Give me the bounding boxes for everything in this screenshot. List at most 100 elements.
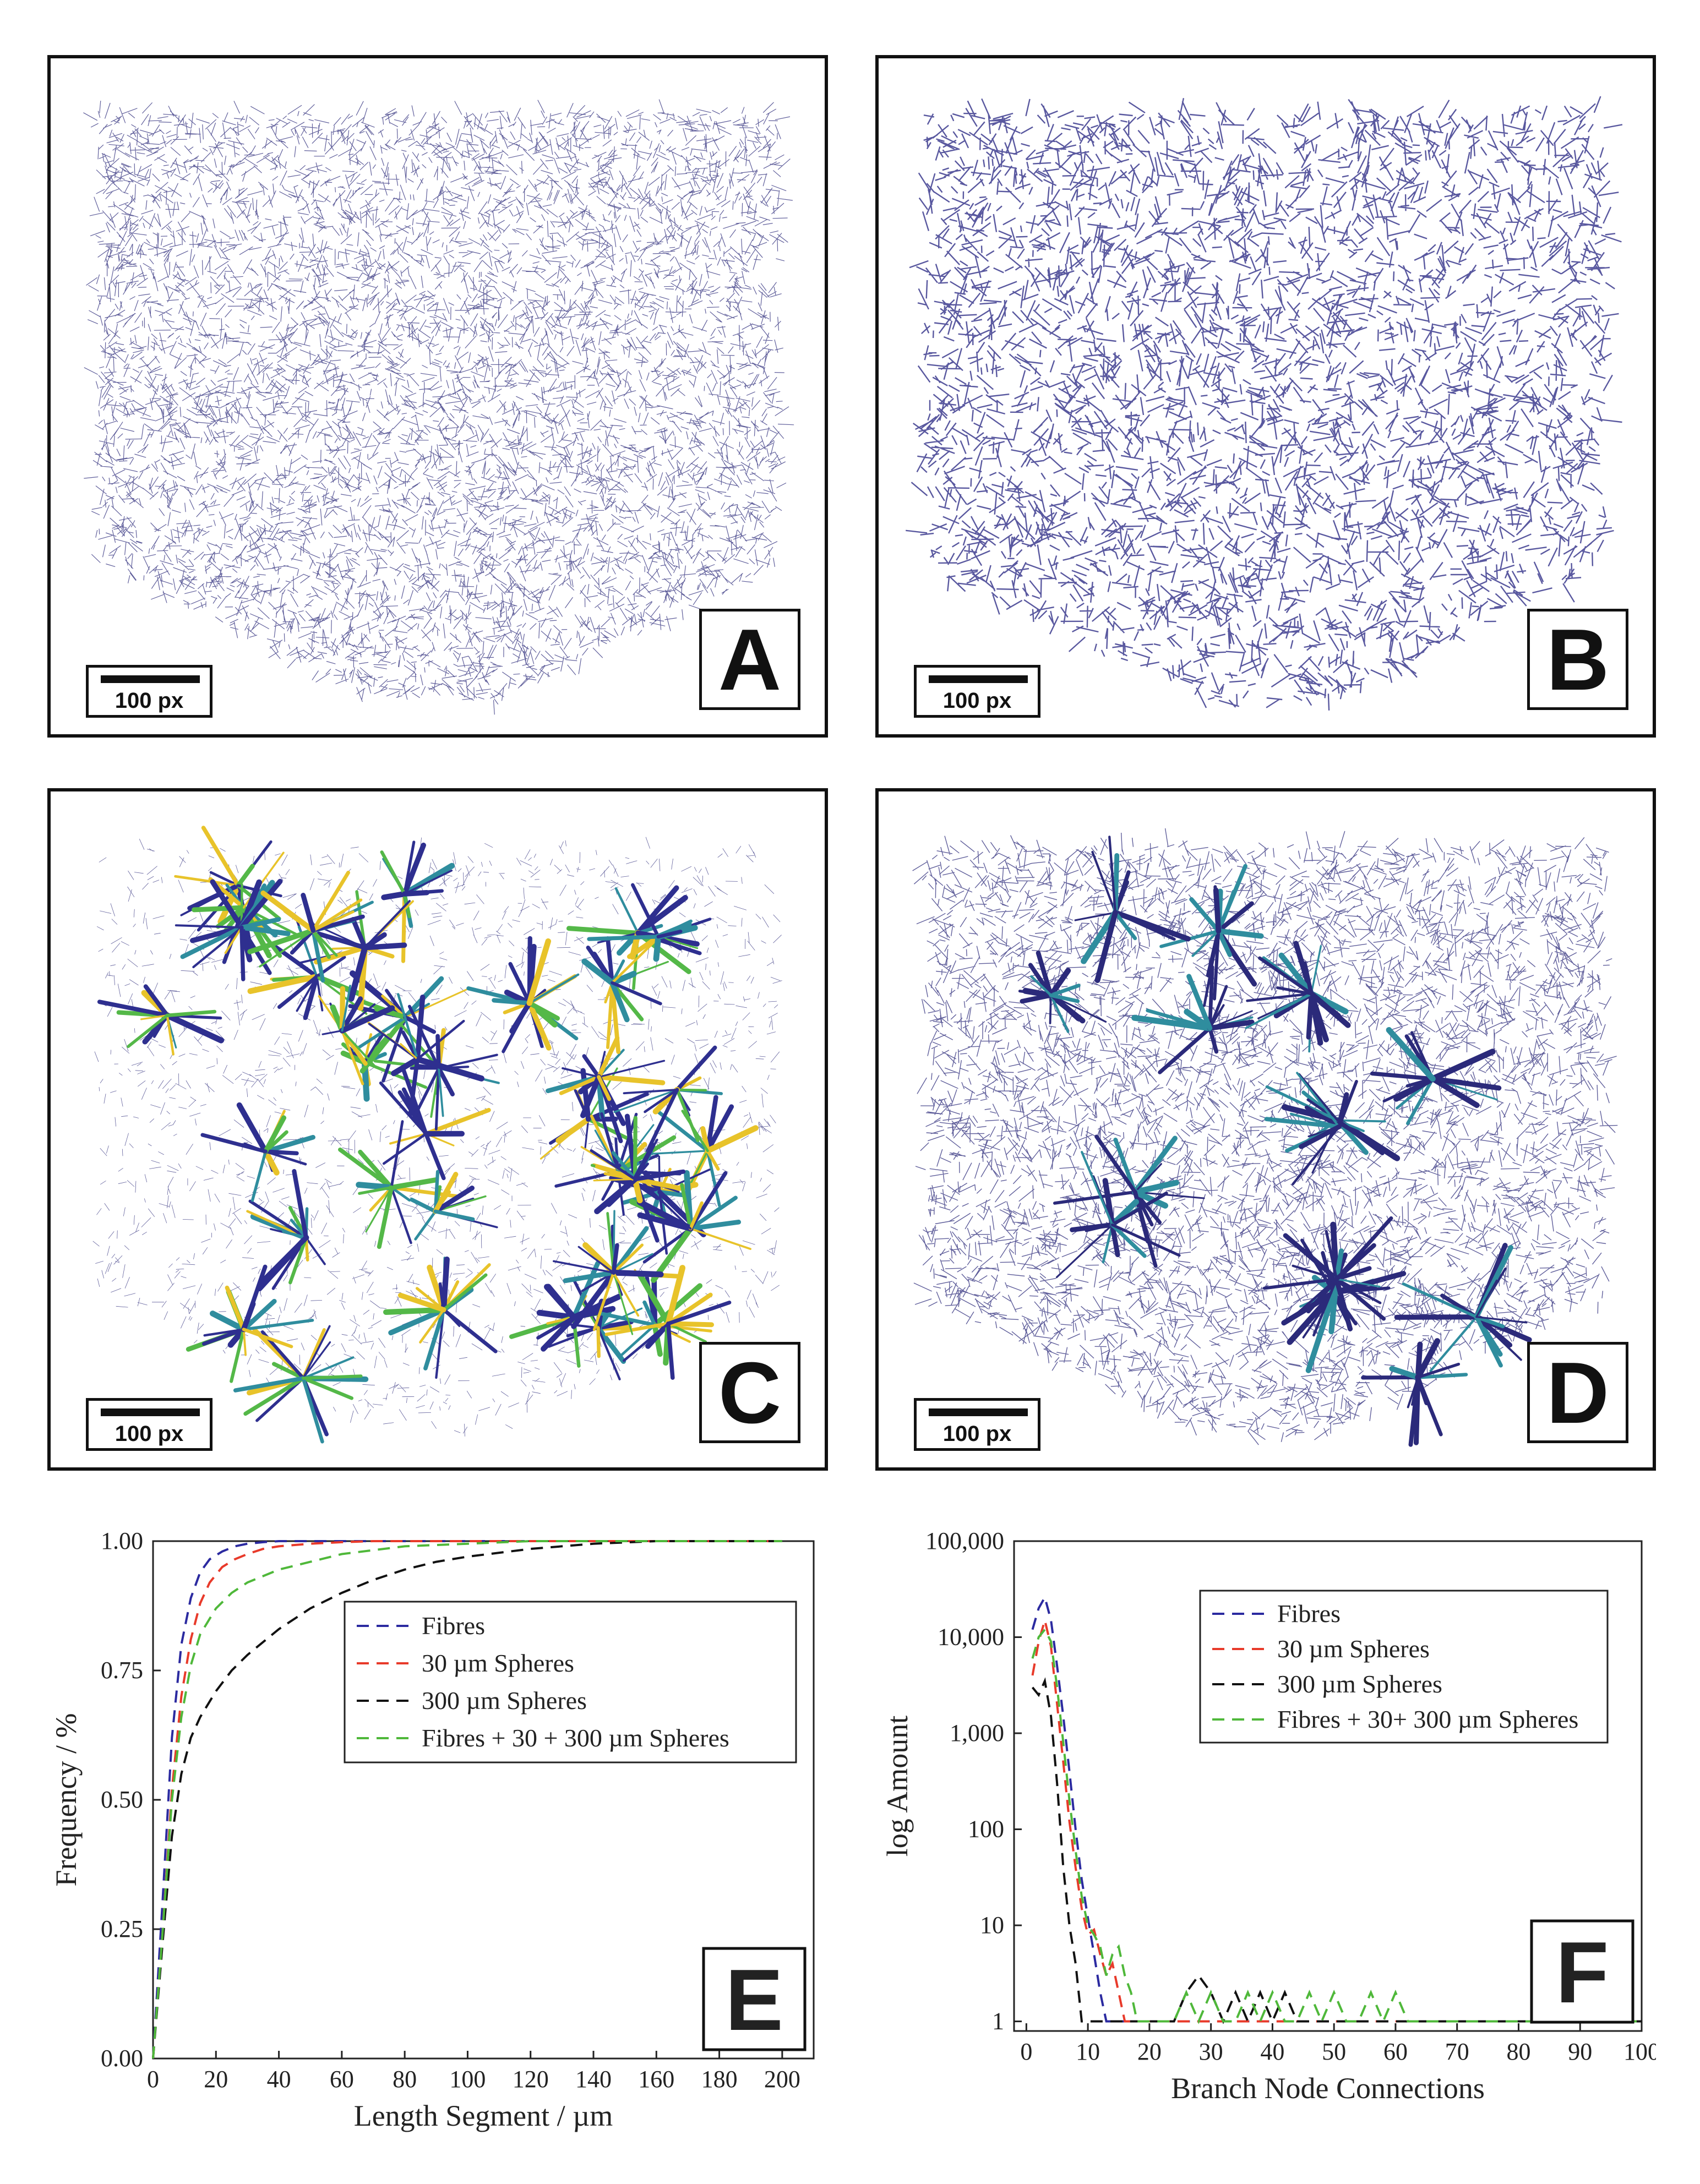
series-line — [152, 1540, 782, 2059]
x-tick-label: 20 — [204, 2066, 228, 2093]
pore-star — [1361, 1338, 1468, 1447]
network-strands — [83, 99, 794, 715]
panel-d: 100 px D — [875, 788, 1656, 1471]
pore-star — [613, 1045, 723, 1154]
x-tick-label: 80 — [393, 2066, 417, 2093]
scale-bar-box: 100 px — [914, 1398, 1040, 1451]
x-tick-label: 70 — [1445, 2038, 1469, 2065]
scale-bar — [929, 675, 1028, 683]
panel-label-box: E — [702, 1947, 807, 2051]
x-tick-label: 100 — [1623, 2038, 1656, 2065]
x-tick-label: 0 — [1020, 2038, 1032, 2065]
scale-bar-box: 100 px — [86, 665, 212, 718]
x-axis-label: Branch Node Connections — [1171, 2072, 1485, 2105]
panel-a-network-render — [83, 99, 794, 715]
series-line — [1031, 1628, 1642, 2024]
pore-star — [1264, 1072, 1358, 1186]
plot-frame — [1013, 1540, 1643, 2032]
x-tick-label: 20 — [1137, 2038, 1162, 2065]
legend-entry: Fibres + 30+ 300 µm Spheres — [1277, 1705, 1578, 1733]
pore-star — [1394, 1243, 1532, 1372]
x-tick-label: 0 — [147, 2066, 159, 2093]
scale-bar-label: 100 px — [942, 1422, 1012, 1446]
legend-entry: Fibres — [422, 1612, 485, 1640]
x-tick-label: 80 — [1506, 2038, 1530, 2065]
scale-bar-box: 100 px — [914, 665, 1040, 718]
panel-label-e: E — [725, 1952, 783, 2049]
pore-star — [1018, 951, 1107, 1033]
pore-star — [410, 1170, 498, 1241]
pore-star — [246, 1169, 326, 1292]
pore-star — [1053, 1134, 1205, 1268]
pore-star — [1245, 941, 1351, 1053]
panel-c: 100 px C — [47, 788, 828, 1471]
x-tick-label: 30 — [1199, 2038, 1223, 2065]
x-tick-label: 40 — [1260, 2038, 1284, 2065]
pore-star — [175, 878, 291, 981]
y-tick-label: 0.25 — [101, 1915, 143, 1942]
x-tick-label: 200 — [764, 2066, 800, 2093]
x-tick-label: 60 — [1383, 2038, 1408, 2065]
pore-star — [200, 1102, 315, 1202]
x-tick-label: 120 — [513, 2066, 549, 2093]
y-tick-label: 100,000 — [925, 1527, 1004, 1554]
pore-star — [580, 1113, 686, 1243]
pore-star — [604, 1265, 732, 1380]
panel-b-network-render — [906, 96, 1623, 711]
x-tick-label: 10 — [1076, 2038, 1100, 2065]
scale-bar — [101, 675, 200, 683]
chart-f-panel: 0 10 20 30 40 50 60 70 80 90 100 1 10 100 1,000 10,000 1… — [875, 1519, 1660, 2174]
pore-star — [383, 1256, 498, 1379]
pore-star — [581, 936, 669, 1054]
legend-entry: 30 µm Spheres — [422, 1649, 574, 1677]
x-tick-label: 50 — [1322, 2038, 1346, 2065]
panel-label-a: A — [699, 609, 800, 710]
chart-f: 0 10 20 30 40 50 60 70 80 90 1001101001,00010,0001… — [881, 1527, 1660, 2105]
x-tick-label: 90 — [1568, 2038, 1592, 2065]
chart-e: 0 20 40 60 80 100 120 140 160 180 200 0.00 0.25 0.50 0… — [50, 1527, 815, 2132]
pore-star — [587, 883, 712, 962]
y-tick-label: 10,000 — [938, 1624, 1004, 1651]
x-tick-label: 60 — [330, 2066, 354, 2093]
pore-star — [233, 1325, 369, 1444]
pore-star — [97, 984, 225, 1056]
legend-entry: 300 µm Spheres — [1277, 1670, 1442, 1698]
x-tick-label: 40 — [267, 2066, 291, 2093]
y-tick-label: 0.75 — [101, 1657, 143, 1684]
panel-b: 100 px B — [875, 55, 1656, 738]
scale-bar — [929, 1408, 1028, 1416]
legend-entry: 30 µm Spheres — [1277, 1635, 1430, 1663]
panel-label-c: C — [699, 1342, 800, 1443]
scale-bar — [101, 1408, 200, 1416]
x-axis-label: Length Segment / µm — [354, 2099, 613, 2132]
pore-star — [247, 871, 374, 983]
y-tick-label: 1.00 — [101, 1527, 143, 1554]
panel-c-network-render — [92, 826, 782, 1444]
x-tick-label: 180 — [701, 2066, 738, 2093]
panel-label-frame — [1530, 1919, 1634, 2024]
y-tick-label: 1 — [992, 2008, 1004, 2035]
legend-entry: 300 µm Spheres — [422, 1686, 587, 1715]
pore-star — [546, 1035, 666, 1144]
panel-label-b: B — [1527, 609, 1628, 710]
pore-star — [1370, 1027, 1502, 1126]
pore-star — [247, 919, 368, 1020]
x-tick-label: 100 — [449, 2066, 486, 2093]
pore-star — [553, 1210, 679, 1335]
pore-star — [509, 1260, 622, 1368]
scale-bar-label: 100 px — [115, 689, 184, 713]
pore-star — [1131, 965, 1255, 1074]
legend-entry: Fibres — [1277, 1599, 1341, 1628]
panel-label-frame — [702, 1947, 807, 2051]
series-line — [152, 1540, 782, 2059]
panel-d-network-render — [912, 828, 1618, 1447]
x-tick-label: 140 — [575, 2066, 612, 2093]
chart-e-panel: 0 20 40 60 80 100 120 140 160 180 200 0.00 0.25 0.50 0… — [47, 1519, 828, 2174]
pore-star — [1262, 1216, 1393, 1337]
x-tick-label: 160 — [638, 2066, 674, 2093]
pore-star — [367, 993, 484, 1117]
pore-star — [1074, 836, 1191, 984]
panel-label-d: D — [1527, 1342, 1628, 1443]
y-tick-label: 10 — [980, 1912, 1004, 1939]
panel-label-box: F — [1530, 1919, 1634, 2024]
